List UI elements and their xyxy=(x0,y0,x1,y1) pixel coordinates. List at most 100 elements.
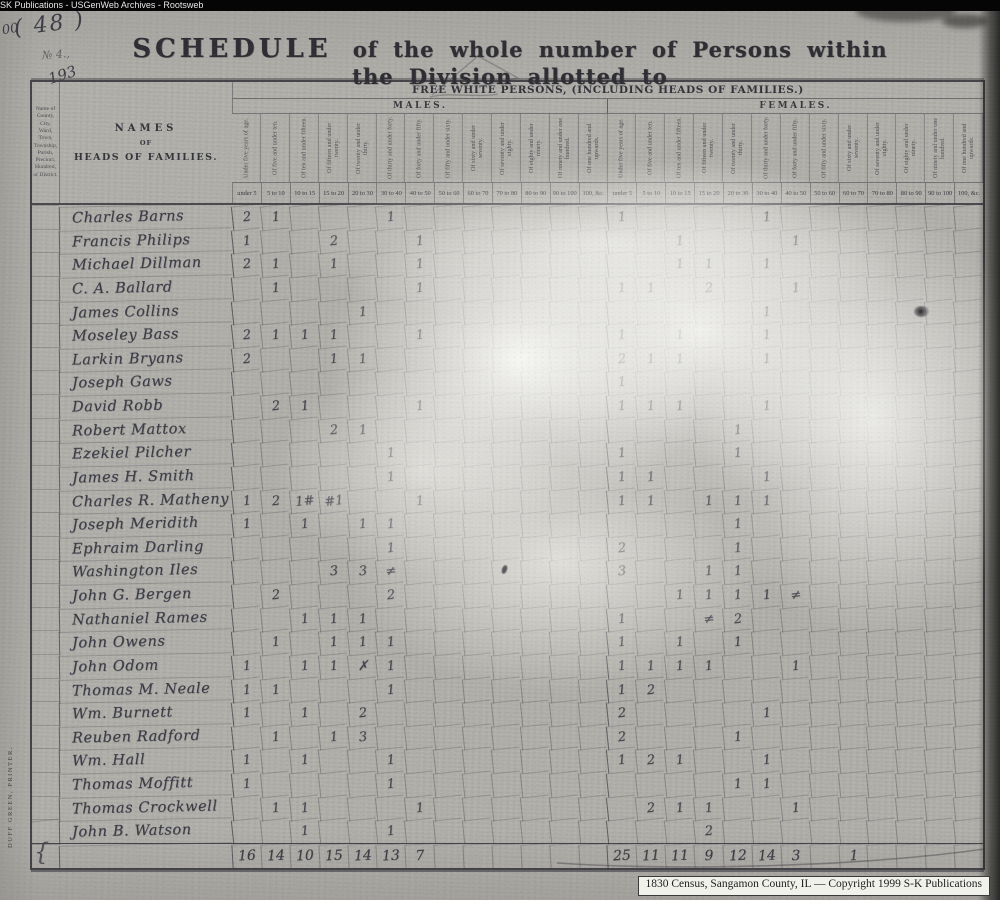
age-column-label: Of ten and under fifteen. xyxy=(289,114,319,182)
age-cell: 2 xyxy=(375,581,407,609)
age-cell xyxy=(433,510,465,538)
age-cell: 1 xyxy=(230,699,263,727)
age-cell xyxy=(346,203,378,231)
age-cell: 1 xyxy=(692,581,725,609)
age-column-label: Of fifteen and under twenty. xyxy=(318,114,348,182)
age-cell xyxy=(924,628,956,656)
age-cell xyxy=(779,817,811,845)
age-column-label: Of twenty and under thirty. xyxy=(347,114,377,182)
age-cell xyxy=(317,392,349,420)
age-cell xyxy=(924,250,956,278)
age-cell: 1 xyxy=(606,463,638,491)
age-cell xyxy=(548,439,580,467)
age-cell xyxy=(664,770,696,798)
age-cell xyxy=(461,817,494,845)
age-cell xyxy=(346,439,378,467)
age-cell xyxy=(490,439,523,467)
age-cell xyxy=(837,581,869,609)
age-cell xyxy=(519,652,551,680)
table-row: Nathaniel Rames 1 1 1 1 ≠ 2 xyxy=(32,604,985,633)
age-cell xyxy=(837,652,869,680)
age-cell xyxy=(837,770,869,798)
age-cell xyxy=(808,510,840,538)
age-cell xyxy=(490,463,523,491)
age-cell xyxy=(346,250,378,278)
age-cell xyxy=(519,817,551,845)
age-cell xyxy=(490,321,523,349)
age-cell: 1 xyxy=(750,250,782,278)
age-cell xyxy=(635,510,667,538)
age-cell xyxy=(866,770,898,798)
age-column-label: Of thirty and under forty. xyxy=(751,114,781,182)
age-cell xyxy=(837,321,869,349)
age-column-label: Of seventy and under eighty. xyxy=(491,114,521,182)
age-cell xyxy=(692,203,725,231)
age-cell xyxy=(635,770,667,798)
age-cell xyxy=(519,392,551,420)
age-cell xyxy=(721,817,754,845)
handwritten-brace: { xyxy=(34,838,50,866)
ink-blot xyxy=(914,306,929,317)
age-cell xyxy=(837,250,869,278)
age-cell xyxy=(317,770,349,798)
county-cell xyxy=(32,488,59,513)
county-cell xyxy=(32,701,59,725)
age-cell: 1 xyxy=(750,581,782,609)
head-of-family-name: Thomas Moffitt xyxy=(58,770,233,798)
age-column-sublabel: 10 to 15 xyxy=(665,182,695,203)
names-header-line1: NAMES xyxy=(114,122,178,134)
age-column-sublabel: 50 to 60 xyxy=(809,182,839,203)
county-cell xyxy=(32,228,59,253)
age-cell xyxy=(837,628,869,656)
age-cell xyxy=(519,510,551,538)
age-column-sublabel: 40 to 50 xyxy=(780,182,810,203)
age-cell: 1 xyxy=(750,203,782,231)
age-cell xyxy=(461,203,494,231)
age-cell xyxy=(230,628,263,656)
age-cell xyxy=(259,439,291,467)
head-of-family-name: C. A. Ballard xyxy=(58,274,233,302)
age-cell xyxy=(808,321,840,349)
age-column-sublabel: 50 to 60 xyxy=(434,182,464,203)
age-cell xyxy=(721,250,754,278)
age-cell xyxy=(866,463,898,491)
age-cell xyxy=(837,439,869,467)
age-cell: 1 xyxy=(606,652,638,680)
age-cell xyxy=(433,581,465,609)
age-cell xyxy=(577,817,609,845)
age-cell: 13 xyxy=(375,843,406,869)
age-column-sublabel: 100, &c. xyxy=(578,182,608,203)
age-column-sublabel: 15 to 20 xyxy=(694,182,724,203)
age-cell xyxy=(692,463,725,491)
age-cell: 1 xyxy=(375,652,407,680)
age-cell xyxy=(779,439,811,467)
age-cell: 1 xyxy=(721,628,754,656)
age-cell xyxy=(721,321,754,349)
age-column-sublabel: 80 to 90 xyxy=(520,182,550,203)
age-cell xyxy=(577,321,609,349)
age-cell xyxy=(519,250,551,278)
names-header-line2: OF xyxy=(139,138,153,147)
age-cell: 1 xyxy=(404,321,436,349)
age-cell xyxy=(779,392,811,420)
age-cell xyxy=(490,770,523,798)
age-cell xyxy=(404,699,436,727)
age-cell xyxy=(779,250,811,278)
age-cell xyxy=(577,770,609,798)
head-of-family-name: John Odom xyxy=(58,652,233,680)
age-cell xyxy=(635,699,667,727)
age-cell: 1 xyxy=(375,463,407,491)
age-cell: 15 xyxy=(318,843,349,869)
age-cell xyxy=(548,581,580,609)
browser-titlebar: SK Publications - USGenWeb Archives - Ro… xyxy=(0,0,1000,11)
age-cell: 1 xyxy=(606,321,638,349)
age-cell xyxy=(924,770,956,798)
age-cell xyxy=(779,770,811,798)
head-of-family-name: John B. Watson xyxy=(58,817,233,846)
age-cell xyxy=(750,652,782,680)
